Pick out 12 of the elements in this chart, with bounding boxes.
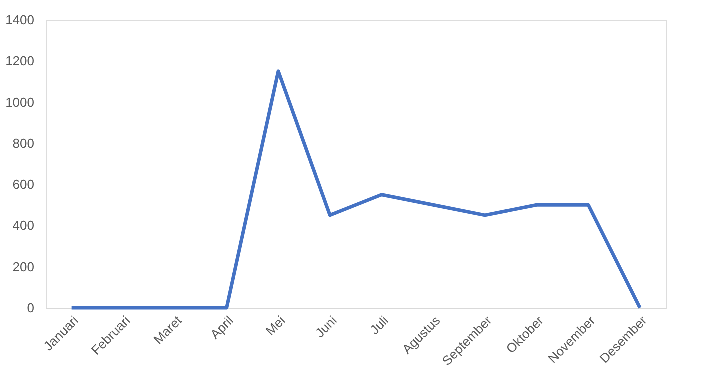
- x-tick-label: Juli: [367, 313, 392, 338]
- line-series: [70, 70, 642, 310]
- y-tick-label: 200: [12, 259, 34, 274]
- y-tick-label: 800: [12, 136, 34, 151]
- x-tick-label: Mei: [262, 313, 288, 339]
- y-tick-label: 600: [12, 177, 34, 192]
- x-tick-label: Juni: [312, 313, 340, 341]
- y-tick-label: 400: [12, 218, 34, 234]
- y-tick-label: 0: [27, 300, 34, 316]
- y-tick-label: 1000: [6, 94, 34, 110]
- y-tick-label: 1200: [6, 54, 34, 69]
- y-tick-label: 1400: [6, 12, 34, 28]
